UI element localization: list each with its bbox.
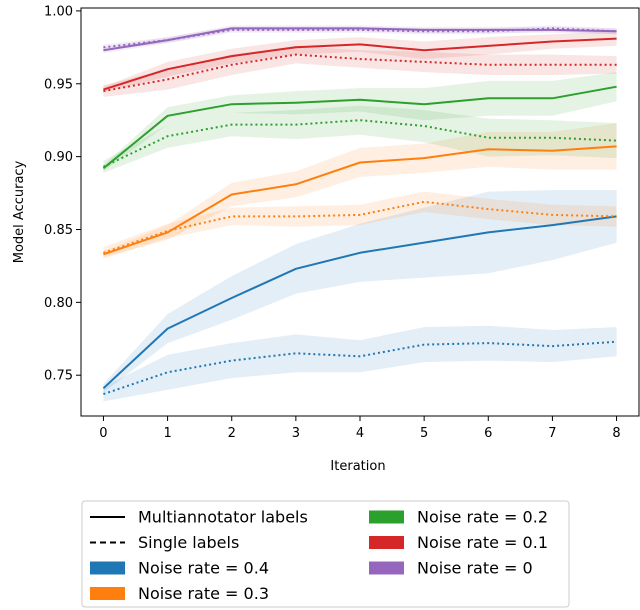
series-line-single-noise-0-3 xyxy=(103,200,617,254)
series-line-multiannotator-noise-0-2 xyxy=(102,85,617,170)
y-tick-label: 0.85 xyxy=(44,223,73,238)
x-tick-label: 1 xyxy=(163,426,171,441)
y-tick-label: 0.90 xyxy=(44,150,73,165)
legend-label: Single labels xyxy=(138,533,239,552)
y-axis: 0.75 0.80 0.85 0.90 0.95 1.00 xyxy=(44,4,81,384)
series-line-single-noise-0-4 xyxy=(103,340,617,396)
x-tick-label: 4 xyxy=(356,426,364,441)
series-line-multiannotator-noise-0-3 xyxy=(103,145,617,256)
legend-swatch-color xyxy=(369,510,404,524)
x-axis: 0 1 2 3 4 5 6 7 8 xyxy=(99,416,621,441)
y-tick-label: 0.75 xyxy=(44,369,73,384)
y-axis-label: Model Accuracy xyxy=(12,160,27,263)
x-tick-label: 3 xyxy=(292,426,300,441)
legend-swatch-color xyxy=(369,561,404,575)
legend: Multiannotator labels Single labels Noise … xyxy=(81,500,570,608)
band-multiannotator-noise-0-4 xyxy=(103,190,617,393)
legend-label: Noise rate = 0.3 xyxy=(138,584,269,603)
series-line-multiannotator-noise-0-4 xyxy=(102,215,617,390)
series-line-multiannotator-noise-0-1 xyxy=(103,37,617,91)
band-single-noise-0-2 xyxy=(103,105,617,173)
confidence-bands xyxy=(103,25,617,402)
legend-label: Multiannotator labels xyxy=(138,508,308,527)
legend-swatch-color xyxy=(90,587,125,600)
x-tick-label: 0 xyxy=(99,426,107,441)
y-tick-label: 0.95 xyxy=(44,77,73,92)
plot-area xyxy=(80,7,640,417)
series-line-single-noise-0-1 xyxy=(103,53,617,93)
series-lines xyxy=(102,27,617,396)
band-multiannotator-noise-0 xyxy=(103,25,617,54)
x-tick-label: 6 xyxy=(484,426,492,441)
legend-swatch-color xyxy=(90,561,125,575)
legend-label: Noise rate = 0.2 xyxy=(417,508,548,527)
x-tick-label: 7 xyxy=(548,426,556,441)
y-tick-label: 0.80 xyxy=(44,296,73,311)
band-single-noise-0-1 xyxy=(103,45,617,97)
legend-swatch-color xyxy=(369,536,404,549)
legend-label: Noise rate = 0 xyxy=(417,559,533,578)
x-axis-label: Iteration xyxy=(330,459,385,474)
legend-label: Noise rate = 0.4 xyxy=(138,559,269,578)
legend-frame xyxy=(81,500,570,608)
band-multiannotator-noise-0-3 xyxy=(103,123,617,258)
x-tick-label: 5 xyxy=(420,426,428,441)
series-line-single-noise-0 xyxy=(103,27,617,49)
legend-label: Noise rate = 0.1 xyxy=(417,533,548,552)
band-single-noise-0-4 xyxy=(103,325,617,402)
x-tick-label: 2 xyxy=(228,426,236,441)
y-tick-label: 1.00 xyxy=(44,4,73,19)
band-multiannotator-noise-0-2 xyxy=(103,72,617,172)
x-tick-label: 8 xyxy=(612,426,620,441)
